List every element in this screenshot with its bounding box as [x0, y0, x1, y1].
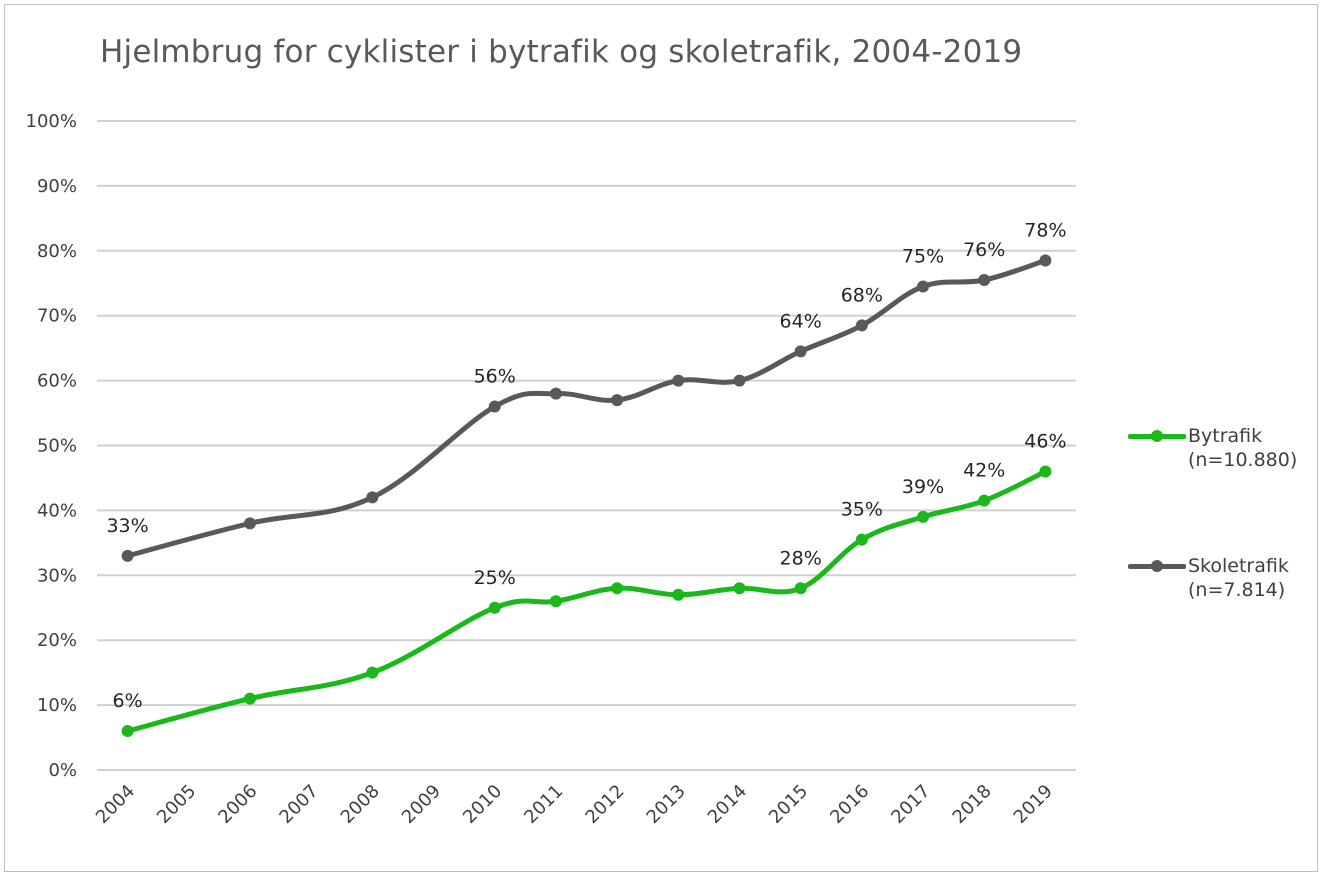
data-point-bytrafik[interactable]: [366, 666, 379, 679]
data-label-bytrafik: 6%: [113, 690, 143, 712]
x-tick-label: 2019: [1010, 781, 1057, 828]
data-label-bytrafik: 25%: [474, 567, 516, 589]
x-tick-label: 2014: [704, 781, 751, 828]
data-point-bytrafik[interactable]: [1039, 465, 1052, 478]
data-point-bytrafik[interactable]: [672, 588, 685, 601]
data-point-bytrafik[interactable]: [488, 601, 501, 614]
data-label-skoletrafik: 33%: [106, 515, 148, 537]
y-tick-label: 30%: [37, 565, 77, 586]
chart-title: Hjelmbrug for cyklister i bytrafik og sk…: [100, 34, 1023, 70]
series-group: [121, 254, 1052, 738]
data-point-skoletrafik[interactable]: [1039, 254, 1052, 267]
y-tick-label: 0%: [48, 760, 77, 781]
legend-sub-skoletrafik: (n=7.814): [1188, 579, 1286, 601]
y-tick-label: 40%: [37, 500, 77, 521]
legend-label-bytrafik: Bytrafik: [1188, 425, 1263, 447]
x-tick-label: 2013: [643, 781, 690, 828]
data-point-skoletrafik[interactable]: [917, 280, 930, 293]
data-point-bytrafik[interactable]: [611, 582, 624, 595]
data-label-skoletrafik: 56%: [474, 366, 516, 388]
data-point-bytrafik[interactable]: [855, 533, 868, 546]
chart-frame: [4, 4, 1318, 872]
x-axis-ticks: 2004 2005 2006 2007 2008 2009 2010 2011 2012 2013…: [92, 781, 1057, 828]
data-point-bytrafik[interactable]: [794, 582, 807, 595]
series-line-skoletrafik: [125, 258, 1048, 559]
legend-marker-skoletrafik: [1151, 560, 1163, 572]
series-line-bytrafik: [125, 468, 1048, 734]
data-point-bytrafik[interactable]: [121, 725, 134, 738]
data-point-skoletrafik[interactable]: [549, 387, 562, 400]
data-point-bytrafik[interactable]: [549, 595, 562, 608]
data-labels: 6% 25% 28% 35% 39% 42% 46% 33% 56% 64% 68% 75% 76% 78…: [106, 220, 1066, 713]
data-point-skoletrafik[interactable]: [488, 400, 501, 413]
data-label-skoletrafik: 76%: [963, 239, 1005, 261]
data-label-bytrafik: 46%: [1024, 430, 1066, 452]
data-point-skoletrafik[interactable]: [366, 491, 379, 504]
x-tick-label: 2007: [275, 781, 322, 828]
y-tick-label: 80%: [37, 241, 77, 262]
x-tick-label: 2006: [214, 781, 261, 828]
y-tick-label: 100%: [26, 111, 77, 132]
legend-label-skoletrafik: Skoletrafik: [1188, 555, 1289, 577]
data-point-skoletrafik[interactable]: [611, 394, 624, 407]
y-axis-ticks: 0% 10% 20% 30% 40% 50% 60% 70% 80% 90% 100%: [26, 111, 77, 781]
data-point-bytrafik[interactable]: [917, 510, 930, 523]
data-point-skoletrafik[interactable]: [121, 549, 134, 562]
x-tick-label: 2018: [949, 781, 996, 828]
data-label-bytrafik: 42%: [963, 460, 1005, 482]
y-tick-label: 70%: [37, 306, 77, 327]
y-tick-label: 20%: [37, 630, 77, 651]
data-label-bytrafik: 35%: [841, 499, 883, 521]
x-tick-label: 2008: [337, 781, 384, 828]
data-label-bytrafik: 28%: [780, 547, 822, 569]
x-tick-label: 2017: [887, 781, 934, 828]
gridlines: [97, 120, 1076, 771]
data-label-skoletrafik: 78%: [1024, 220, 1066, 242]
data-point-bytrafik[interactable]: [978, 494, 991, 507]
y-tick-label: 50%: [37, 436, 77, 457]
data-label-skoletrafik: 75%: [902, 245, 944, 267]
x-tick-label: 2012: [581, 781, 628, 828]
x-tick-label: 2005: [153, 781, 200, 828]
x-tick-label: 2015: [765, 781, 812, 828]
data-point-skoletrafik[interactable]: [672, 374, 685, 387]
data-point-bytrafik[interactable]: [733, 582, 746, 595]
x-tick-label: 2016: [826, 781, 873, 828]
data-point-skoletrafik[interactable]: [855, 319, 868, 332]
x-tick-label: 2004: [92, 781, 139, 828]
y-tick-label: 60%: [37, 371, 77, 392]
data-point-skoletrafik[interactable]: [794, 345, 807, 358]
data-label-bytrafik: 39%: [902, 476, 944, 498]
data-label-skoletrafik: 64%: [780, 310, 822, 332]
x-tick-label: 2011: [520, 781, 567, 828]
y-tick-label: 90%: [37, 176, 77, 197]
data-label-skoletrafik: 68%: [841, 284, 883, 306]
data-point-skoletrafik[interactable]: [243, 517, 256, 530]
data-point-skoletrafik[interactable]: [733, 374, 746, 387]
legend-sub-bytrafik: (n=10.880): [1188, 449, 1298, 471]
data-point-bytrafik[interactable]: [243, 692, 256, 705]
x-tick-label: 2009: [398, 781, 445, 828]
data-point-skoletrafik[interactable]: [978, 274, 991, 287]
x-tick-label: 2010: [459, 781, 506, 828]
y-tick-label: 10%: [37, 695, 77, 716]
legend-marker-bytrafik: [1151, 430, 1163, 442]
